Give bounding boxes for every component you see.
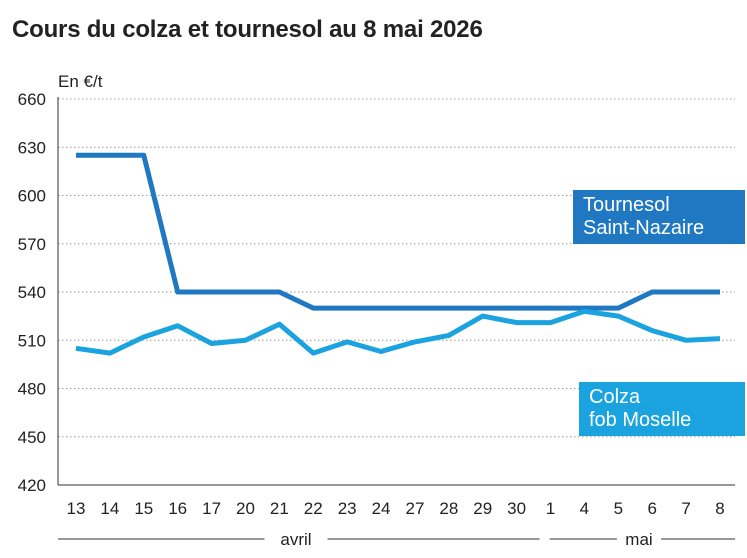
x-tick-label: 29: [473, 499, 492, 518]
x-tick-label: 5: [614, 499, 623, 518]
x-tick-label: 20: [236, 499, 255, 518]
y-tick-label: 420: [18, 476, 46, 495]
y-tick-label: 540: [18, 283, 46, 302]
y-tick-label: 480: [18, 380, 46, 399]
x-tick-label: 24: [372, 499, 391, 518]
legend-tournesol-line-1: Tournesol: [583, 194, 670, 216]
x-tick-label: 27: [405, 499, 424, 518]
x-tick-label: 7: [681, 499, 690, 518]
x-tick-label: 13: [67, 499, 86, 518]
y-tick-label: 660: [18, 90, 46, 109]
series-lines: [75, 152, 721, 356]
legend-tournesol-line-2: Saint-Nazaire: [583, 217, 705, 239]
y-axis-label: En €/t: [58, 72, 103, 91]
series-line-0: [76, 152, 720, 311]
x-tick-label: 6: [647, 499, 656, 518]
y-tick-label: 450: [18, 428, 46, 447]
x-tick-label: 1: [546, 499, 555, 518]
x-tick-label: 23: [338, 499, 357, 518]
x-tick-label: 22: [304, 499, 323, 518]
x-tick-label: 16: [168, 499, 187, 518]
legend-colza: Colza fob Moselle: [579, 382, 745, 436]
chart-title: Cours du colza et tournesol au 8 mai 202…: [12, 16, 483, 43]
y-tick-label: 510: [18, 331, 46, 350]
x-tick-label: 8: [715, 499, 724, 518]
legend-colza-line-1: Colza: [589, 386, 641, 408]
month-label: avril: [280, 530, 311, 549]
x-tick-label: 4: [580, 499, 589, 518]
legend-tournesol: Tournesol Saint-Nazaire: [573, 190, 745, 244]
x-tick-label: 30: [507, 499, 526, 518]
x-tick-label: 14: [100, 499, 119, 518]
x-tick-label: 17: [202, 499, 221, 518]
legend-colza-line-2: fob Moselle: [589, 409, 692, 431]
x-tick-label: 21: [270, 499, 289, 518]
series-line-1: [75, 308, 721, 356]
month-label: mai: [625, 530, 652, 549]
y-axis: En €/t 420 450 480 510 540 570 600 630 660: [18, 72, 103, 495]
x-tick-label: 15: [134, 499, 153, 518]
y-tick-label: 600: [18, 187, 46, 206]
y-tick-label: 570: [18, 235, 46, 254]
y-tick-label: 630: [18, 138, 46, 157]
x-tick-label: 28: [439, 499, 458, 518]
